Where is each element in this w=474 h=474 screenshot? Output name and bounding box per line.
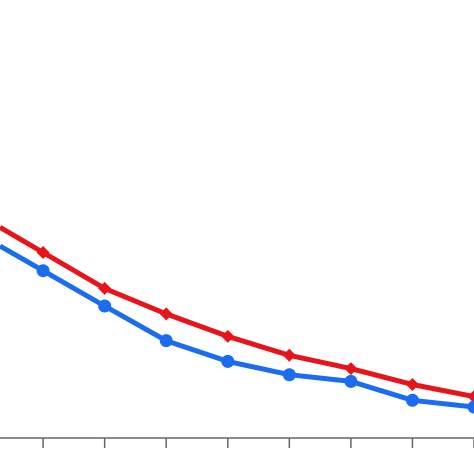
series-layer <box>0 225 474 414</box>
series-0-point-4 <box>282 348 296 362</box>
series-1-point-4 <box>282 368 296 382</box>
series-1-point-0 <box>36 264 50 278</box>
series-0-line <box>0 225 474 400</box>
series-1-point-5 <box>344 374 358 388</box>
series-1-point-2 <box>159 334 173 348</box>
series-1-point-1 <box>98 299 112 313</box>
series-0-point-1 <box>98 281 112 295</box>
series-0-point-3 <box>221 329 235 343</box>
series-0 <box>0 225 474 404</box>
series-1-point-6 <box>405 393 419 407</box>
series-0-point-2 <box>159 307 173 321</box>
series-0-point-6 <box>405 378 419 391</box>
x-axis-ticks <box>42 438 474 448</box>
series-1 <box>0 243 474 414</box>
series-0-point-5 <box>344 362 358 376</box>
series-1-point-3 <box>221 354 235 368</box>
series-1-point-7 <box>467 400 474 414</box>
series-0-point-7 <box>467 390 474 404</box>
series-0-point-0 <box>36 246 50 259</box>
